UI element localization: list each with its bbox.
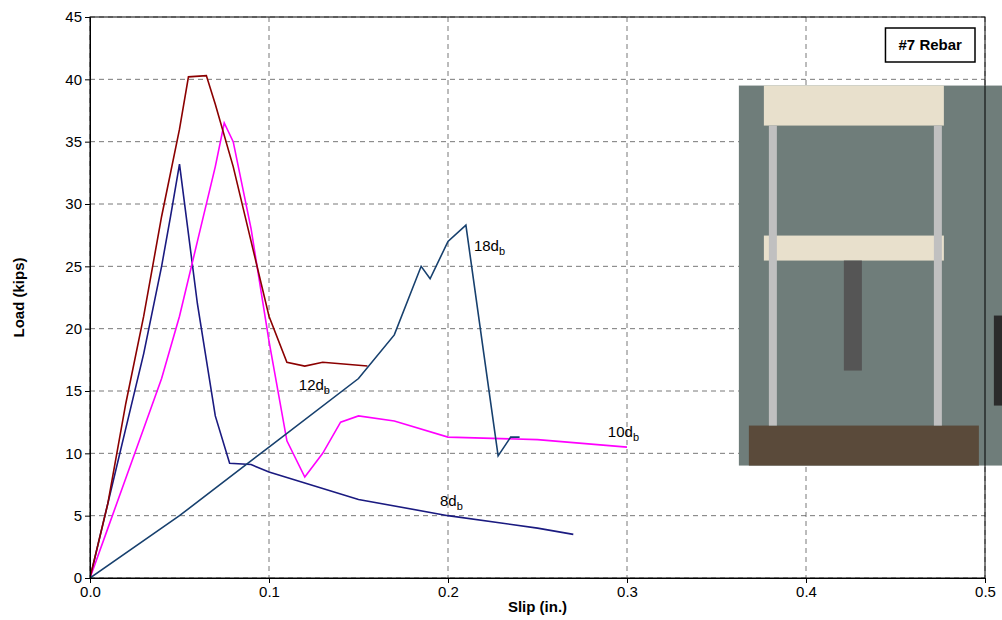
series-line: [90, 164, 573, 578]
y-tick: 30: [65, 195, 90, 212]
annotation-text: #7 Rebar: [899, 36, 963, 53]
grid: [90, 17, 985, 578]
x-axis-title: Slip (in.): [508, 598, 567, 615]
y-tick-label: 15: [65, 382, 82, 399]
grid-line-x: [269, 17, 270, 578]
series-line: [90, 225, 520, 578]
x-tick: 0.2: [438, 578, 459, 600]
series-line: [90, 123, 627, 578]
y-tick-mark: [85, 17, 90, 18]
photo-frame-base: [749, 426, 979, 466]
y-tick-mark: [85, 516, 90, 517]
grid-line-x: [627, 17, 628, 578]
y-tick-mark: [85, 329, 90, 330]
y-tick: 40: [65, 71, 90, 88]
grid-line-y: [90, 515, 985, 516]
y-tick-label: 30: [65, 195, 82, 212]
grid-line-y: [90, 79, 985, 80]
annotation: #7 Rebar: [885, 28, 975, 62]
plot-background: [90, 17, 985, 578]
y-tick: 0: [74, 569, 90, 586]
x-tick: 0.0: [80, 578, 101, 600]
y-tick: 25: [65, 258, 90, 275]
series-label: 10db: [608, 423, 639, 443]
y-tick: 45: [65, 8, 90, 25]
y-tick: 15: [65, 382, 90, 399]
y-tick: 10: [65, 445, 90, 462]
lines: [90, 76, 627, 578]
photo-column: [769, 126, 777, 426]
plot: 0.0 0.1 0.2 0.3 0.4 0.5 0 5 10 15 20 25 30 35 40 45: [65, 8, 1002, 599]
y-tick-label: 10: [65, 445, 82, 462]
y-tick-label: 35: [65, 133, 82, 150]
y-tick-mark: [85, 204, 90, 205]
y-axis-title: Load (kips): [10, 257, 27, 337]
y-tick: 20: [65, 320, 90, 337]
x-tick-label: 0.5: [975, 583, 996, 600]
y-tick-mark: [85, 266, 90, 267]
y-axis-line: [85, 18, 91, 579]
plot-frame: [90, 17, 985, 578]
y-tick-label: 0: [74, 569, 82, 586]
x-axis: 0.0 0.1 0.2 0.3 0.4 0.5: [80, 578, 996, 600]
series-labels: 8db 10db 12db 18db: [299, 237, 639, 511]
photo-column: [934, 126, 942, 426]
x-tick-label: 0.1: [259, 583, 280, 600]
chart: 0.0 0.1 0.2 0.3 0.4 0.5 0 5 10 15 20 25 30 35 40 45 Slip…: [0, 0, 1002, 620]
photo-device: [994, 316, 1002, 406]
x-tick-label: 0.2: [438, 583, 459, 600]
series-line: [90, 76, 367, 578]
y-tick-mark: [85, 578, 90, 579]
x-axis-line: [91, 579, 986, 584]
y-tick: 35: [65, 133, 90, 150]
photo-frame-mid: [764, 236, 944, 261]
y-tick-label: 40: [65, 71, 82, 88]
photo-frame-top: [764, 86, 944, 126]
series-label: 8db: [440, 492, 463, 512]
x-tick: 0.1: [259, 578, 280, 600]
series-label: 18db: [474, 237, 505, 257]
x-tick-label: 0.3: [617, 583, 638, 600]
y-axis: 0 5 10 15 20 25 30 35 40 45: [65, 8, 90, 586]
y-tick-label: 20: [65, 320, 82, 337]
x-tick: 0.3: [617, 578, 638, 600]
y-tick-label: 5: [74, 507, 82, 524]
x-tick-label: 0.0: [80, 583, 101, 600]
y-tick-label: 45: [65, 8, 82, 25]
y-tick-mark: [85, 453, 90, 454]
x-tick-label: 0.4: [796, 583, 817, 600]
photo-background: [739, 86, 1002, 466]
y-tick-mark: [85, 79, 90, 80]
series-label: 12db: [299, 376, 330, 396]
y-tick-mark: [85, 142, 90, 143]
y-tick-mark: [85, 391, 90, 392]
x-tick: 0.5: [975, 578, 996, 600]
photo-bar: [844, 261, 862, 371]
x-tick: 0.4: [796, 578, 817, 600]
photo: [739, 86, 1002, 466]
annotation-box: [885, 28, 975, 62]
y-tick-label: 25: [65, 258, 82, 275]
y-tick: 5: [74, 507, 90, 524]
